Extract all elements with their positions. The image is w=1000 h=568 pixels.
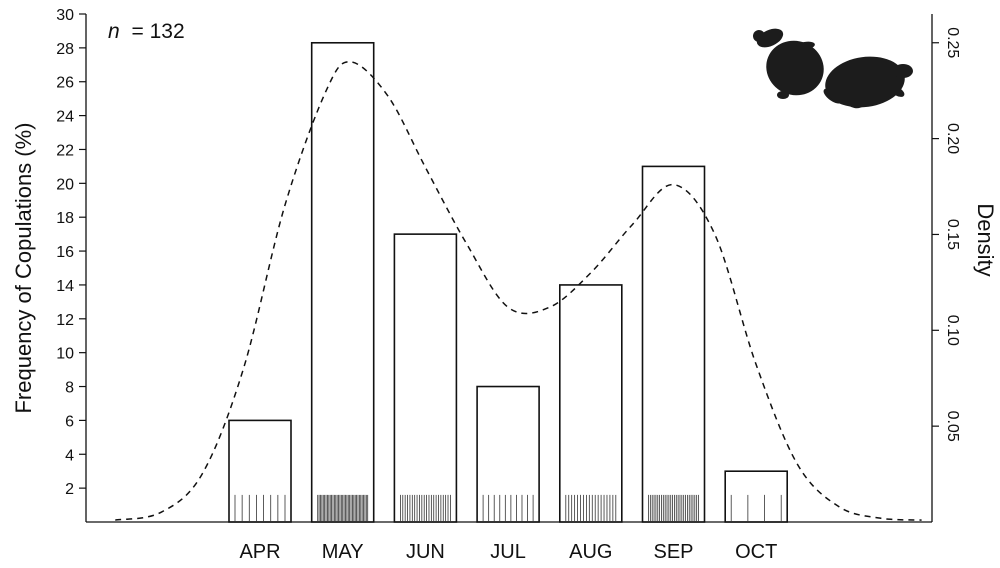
x-tick-label: OCT bbox=[735, 541, 777, 563]
y-tick-label: 14 bbox=[56, 278, 74, 295]
sample-size-n: n bbox=[108, 20, 120, 43]
rug-ticks bbox=[234, 494, 782, 522]
y2-tick-label: 0.15 bbox=[944, 219, 961, 250]
x-tick-label: JUN bbox=[406, 541, 445, 563]
y2-tick-label: 0.10 bbox=[944, 315, 961, 346]
y2-tick-label: 0.20 bbox=[944, 123, 961, 154]
bar-apr bbox=[228, 419, 292, 523]
x-tick-label: AUG bbox=[569, 541, 612, 563]
y-tick-label: 24 bbox=[56, 109, 74, 126]
bar-jul bbox=[476, 385, 540, 523]
y-tick-label: 16 bbox=[56, 244, 74, 261]
y-tick-label: 10 bbox=[56, 346, 74, 363]
bar-sep bbox=[641, 165, 706, 523]
y-tick-label: 22 bbox=[56, 142, 74, 159]
two-turtles-mating-icon bbox=[753, 28, 913, 109]
x-tick-label: SEP bbox=[653, 541, 693, 563]
y-tick-label: 6 bbox=[65, 413, 74, 430]
y-tick-label: 2 bbox=[65, 481, 74, 498]
x-axis-labels: APR MAY JUN JUL AUG SEP OCT bbox=[239, 541, 777, 563]
y-tick-label: 18 bbox=[56, 210, 74, 227]
y2-tick-label: 0.05 bbox=[944, 411, 961, 442]
y-tick-label: 12 bbox=[56, 312, 74, 329]
y2-tick-label: 0.25 bbox=[944, 27, 961, 58]
y-tick-label: 26 bbox=[56, 75, 74, 92]
y-tick-label: 8 bbox=[65, 380, 74, 397]
y2-axis-title: Density bbox=[973, 203, 998, 276]
y-tick-label: 28 bbox=[56, 41, 74, 58]
x-tick-label: APR bbox=[239, 541, 280, 563]
bar-oct bbox=[724, 470, 789, 523]
sample-size-label: n = 132 bbox=[108, 20, 185, 43]
bars bbox=[228, 41, 789, 523]
density-curve bbox=[115, 61, 922, 521]
y-axis-title: Frequency of Copulations (%) bbox=[11, 122, 36, 413]
bar-aug bbox=[558, 284, 623, 523]
sample-size-value: = 132 bbox=[132, 20, 185, 43]
y-tick-label: 20 bbox=[56, 176, 74, 193]
bar-jun bbox=[393, 233, 458, 523]
x-tick-label: JUL bbox=[490, 541, 526, 563]
y-tick-label: 30 bbox=[56, 7, 74, 24]
right-axis-ticks: 0.05 0.10 0.15 0.20 0.25 bbox=[932, 27, 961, 442]
x-tick-label: MAY bbox=[322, 541, 364, 563]
y-tick-label: 4 bbox=[65, 447, 74, 464]
bar-may bbox=[310, 41, 375, 523]
